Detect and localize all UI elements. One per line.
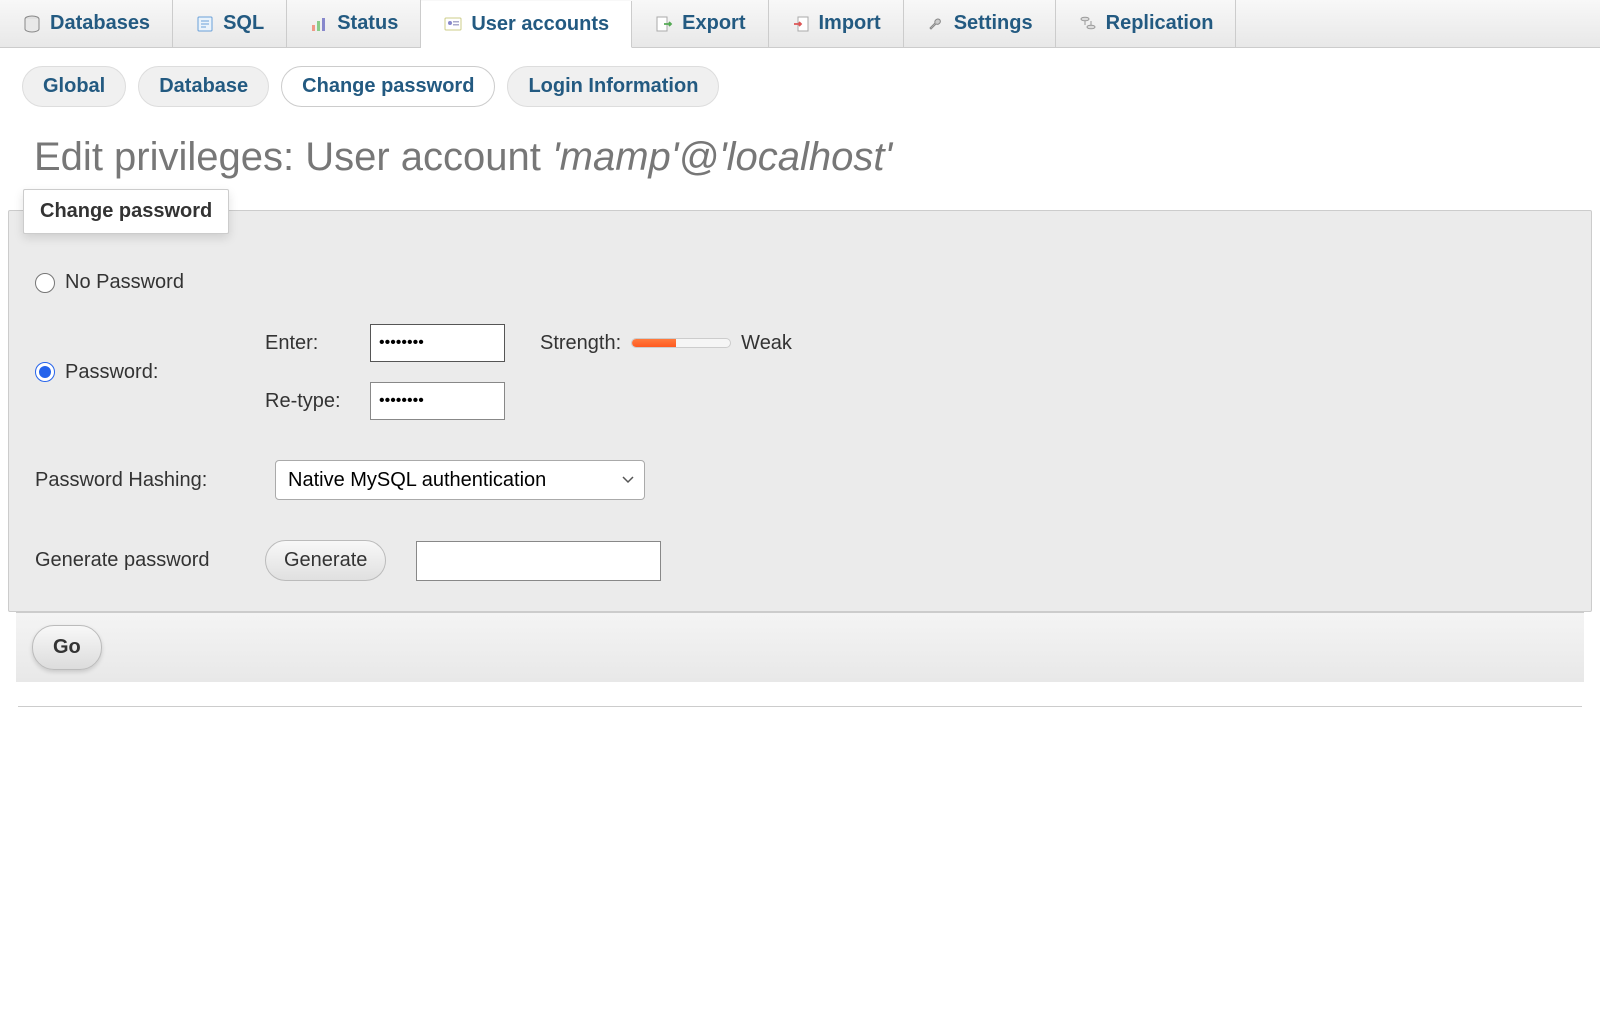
tab-label: Replication (1106, 12, 1214, 35)
enter-label: Enter: (265, 332, 370, 355)
top-nav: Databases SQL Status User accounts Expor… (0, 0, 1600, 48)
password-radio[interactable] (35, 362, 55, 382)
tab-label: Settings (954, 12, 1033, 35)
sql-icon (195, 14, 215, 34)
subnav-global[interactable]: Global (22, 66, 126, 107)
hashing-label: Password Hashing: (35, 469, 235, 492)
subnav-label: Database (159, 75, 248, 97)
tab-export[interactable]: Export (632, 0, 768, 47)
users-icon (443, 14, 463, 34)
database-icon (22, 14, 42, 34)
tab-status[interactable]: Status (287, 0, 421, 47)
page-title-prefix: Edit privileges: User account (34, 135, 552, 179)
subnav-label: Change password (302, 75, 474, 97)
tab-import[interactable]: Import (769, 0, 904, 47)
export-icon (654, 14, 674, 34)
tab-label: Import (819, 12, 881, 35)
strength-label: Strength: (540, 332, 621, 355)
subnav-label: Global (43, 75, 105, 97)
password-retype-input[interactable] (370, 382, 505, 420)
password-option[interactable]: Password: (35, 361, 265, 384)
generate-button[interactable]: Generate (265, 540, 386, 581)
subnav-database[interactable]: Database (138, 66, 269, 107)
bottom-rule (18, 706, 1582, 707)
generate-label: Generate password (35, 549, 235, 572)
sub-nav: Global Database Change password Login In… (0, 48, 1600, 107)
status-icon (309, 14, 329, 34)
retype-label: Re-type: (265, 390, 370, 413)
tab-label: SQL (223, 12, 264, 35)
tab-label: User accounts (471, 13, 609, 36)
password-label: Password: (65, 361, 158, 384)
no-password-option[interactable]: No Password (35, 271, 184, 294)
password-enter-input[interactable] (370, 324, 505, 362)
subnav-label: Login Information (528, 75, 698, 97)
strength-fill (632, 339, 676, 347)
tab-sql[interactable]: SQL (173, 0, 287, 47)
tab-replication[interactable]: Replication (1056, 0, 1237, 47)
tab-label: Status (337, 12, 398, 35)
no-password-radio[interactable] (35, 273, 55, 293)
subnav-login-information[interactable]: Login Information (507, 66, 719, 107)
change-password-panel: Change password No Password Password: En… (8, 210, 1592, 612)
hashing-select[interactable]: Native MySQL authentication (275, 460, 645, 500)
no-password-label: No Password (65, 271, 184, 294)
replication-icon (1078, 14, 1098, 34)
page-title-user: 'mamp'@'localhost' (552, 135, 892, 179)
subnav-change-password[interactable]: Change password (281, 66, 495, 107)
strength-block: Strength: Weak (540, 332, 1565, 355)
tab-user-accounts[interactable]: User accounts (421, 1, 632, 48)
go-button[interactable]: Go (32, 625, 102, 670)
import-icon (791, 14, 811, 34)
strength-bar (631, 338, 731, 348)
tab-label: Databases (50, 12, 150, 35)
footer-bar: Go (16, 612, 1584, 682)
panel-legend: Change password (23, 189, 229, 234)
tab-databases[interactable]: Databases (0, 0, 173, 47)
page-title: Edit privileges: User account 'mamp'@'lo… (0, 107, 1600, 210)
strength-text: Weak (741, 332, 792, 355)
tab-label: Export (682, 12, 745, 35)
tab-settings[interactable]: Settings (904, 0, 1056, 47)
settings-icon (926, 14, 946, 34)
generate-output[interactable] (416, 541, 661, 581)
